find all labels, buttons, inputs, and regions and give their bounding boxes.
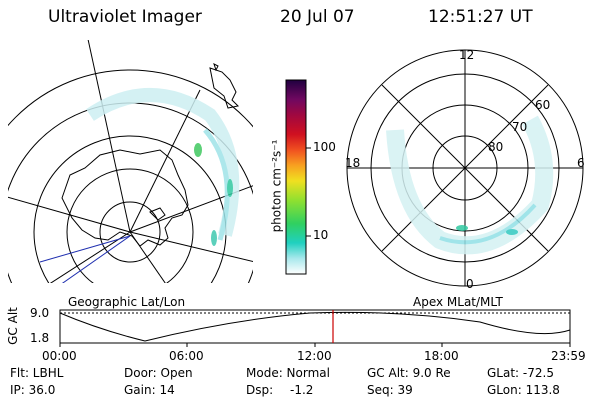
colorbar-tick-10: 10 xyxy=(313,228,329,242)
mlt-label-18: 18 xyxy=(345,156,361,170)
mlat-label-80: 80 xyxy=(488,140,504,154)
left-aurora xyxy=(86,88,240,246)
time-tick-0000: 00:00 xyxy=(42,349,77,363)
right-panel-caption: Apex MLat/MLT xyxy=(413,295,503,309)
info-door: Door: Open xyxy=(124,366,193,380)
altitude-tick-1-8: 1.8 xyxy=(30,331,50,345)
info-seq: Seq: 39 xyxy=(367,383,413,397)
info-ip: IP: 36.0 xyxy=(10,383,56,397)
info-dsp-label: Dsp: xyxy=(246,383,274,397)
info-filter: Flt: LBHL xyxy=(10,366,64,380)
geographic-map xyxy=(8,40,253,283)
time-tick-1200: 12:00 xyxy=(297,349,332,363)
info-glon: GLon: 113.8 xyxy=(487,383,560,397)
info-mode: Mode: Normal xyxy=(246,366,330,380)
info-gain: Gain: 14 xyxy=(124,383,175,397)
info-gc-alt: GC Alt: 9.0 Re xyxy=(367,366,451,380)
time-label: 12:51:27 UT xyxy=(428,7,533,27)
altitude-plot xyxy=(59,309,571,347)
colorbar-unit-label: photon cm⁻²s⁻¹ xyxy=(269,139,284,233)
time-tick-0600: 06:00 xyxy=(169,349,204,363)
info-glat: GLat: -72.5 xyxy=(487,366,554,380)
right-aurora xyxy=(386,115,554,255)
left-panel-caption: Geographic Lat/Lon xyxy=(68,295,186,309)
mlt-label-12: 12 xyxy=(459,48,475,62)
time-tick-2359: 23:59 xyxy=(551,349,586,363)
mlat-label-70: 70 xyxy=(512,120,528,134)
instrument-title: Ultraviolet Imager xyxy=(48,7,202,27)
mlt-label-6: 6 xyxy=(577,156,585,170)
altitude-tick-9: 9.0 xyxy=(30,306,50,320)
time-tick-1800: 18:00 xyxy=(424,349,459,363)
info-dsp-value: -1.2 xyxy=(290,383,314,397)
mlt-label-0: 0 xyxy=(466,277,474,291)
colorbar-tick-100: 100 xyxy=(313,140,336,154)
mlat-label-60: 60 xyxy=(535,98,551,112)
date-label: 20 Jul 07 xyxy=(280,7,355,27)
altitude-y-label: GC Alt xyxy=(5,307,20,345)
colorbar xyxy=(285,79,307,275)
